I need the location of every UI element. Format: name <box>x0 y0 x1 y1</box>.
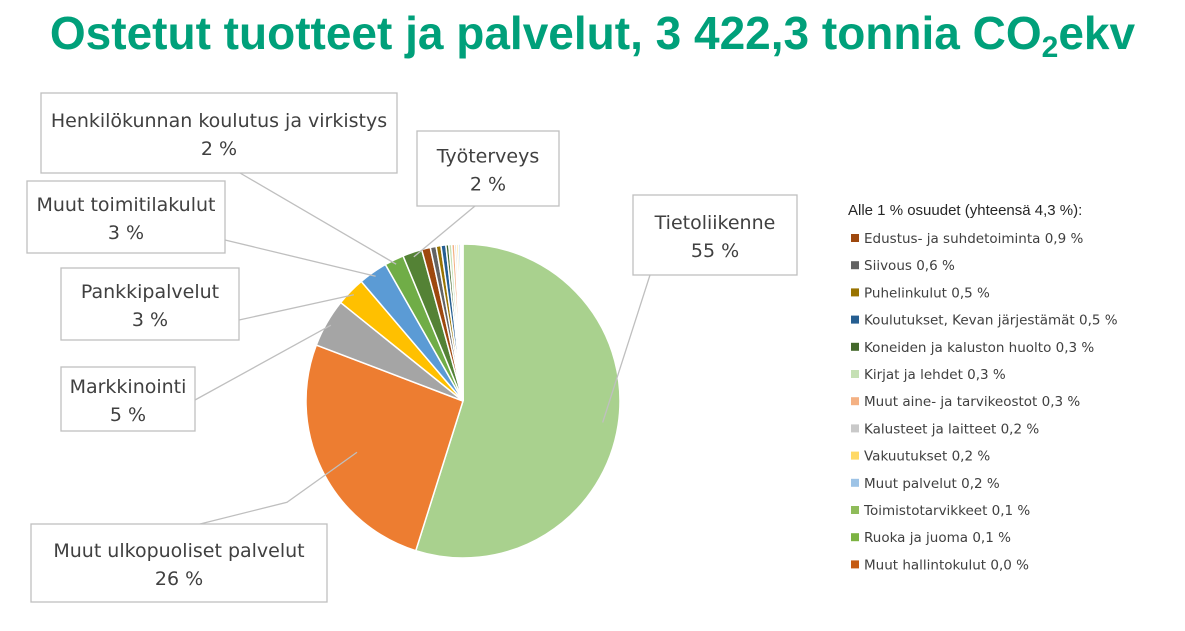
legend-swatch-koneiden-ja-kaluston-huolto-0-3 <box>851 342 859 351</box>
callout-value-tyoterveys: 2 % <box>470 174 506 196</box>
callout-label-tyoterveys: Työterveys <box>436 146 540 168</box>
callout-value-muut-toimitilakulut: 3 % <box>108 222 144 244</box>
leader-line-tietoliikenne <box>602 274 651 423</box>
leader-line-tyoterveys <box>413 205 476 258</box>
callout-box-tietoliikenne <box>632 194 798 276</box>
legend-item-muut-hallintokulut-0-0: Muut hallintokulut 0,0 % <box>864 557 1029 573</box>
legend-item-muut-aine-ja-tarvikeostot-0-3: Muut aine- ja tarvikeostot 0,3 % <box>864 394 1080 410</box>
callout-value-tietoliikenne: 55 % <box>691 240 739 262</box>
pie-slice-tietoliikenne <box>414 243 621 559</box>
callout-box-henkilokunnan-koulutus-ja-virkistys <box>40 92 398 174</box>
legend: Alle 1 % osuudet (yhteensä 4,3 %): Edust… <box>848 202 1118 573</box>
legend-swatch-toimistotarvikkeet-0-1 <box>851 506 859 514</box>
legend-item-ruoka-ja-juoma-0-1: Ruoka ja juoma 0,1 % <box>864 530 1011 546</box>
callout-value-henkilokunnan-koulutus-ja-virkistys: 2 % <box>201 138 237 160</box>
callout-box-muut-toimitilakulut <box>26 180 226 254</box>
legend-swatch-puhelinkulut-0-5 <box>851 288 859 297</box>
legend-swatch-muut-hallintokulut-0-0 <box>851 560 859 569</box>
legend-title: Alle 1 % osuudet (yhteensä 4,3 %): <box>848 202 1082 219</box>
legend-item-vakuutukset-0-2: Vakuutukset 0,2 % <box>864 449 990 465</box>
callout-box-tyoterveys <box>416 130 560 207</box>
legend-swatch-ruoka-ja-juoma-0-1 <box>851 533 859 542</box>
callout-box-markkinointi <box>60 366 196 432</box>
callout-value-markkinointi: 5 % <box>110 404 146 426</box>
legend-swatch-vakuutukset-0-2 <box>851 451 859 460</box>
callout-value-pankkipalvelut: 3 % <box>132 309 168 331</box>
legend-swatch-kalusteet-ja-laitteet-0-2 <box>851 424 859 433</box>
callout-box-muut-ulkopuoliset-palvelut <box>30 523 328 603</box>
page-title: Ostetut tuotteet ja palvelut, 3 422,3 to… <box>49 7 1136 64</box>
leader-line-muut-ulkopuoliset-palvelut <box>199 451 358 525</box>
legend-item-kalusteet-ja-laitteet-0-2: Kalusteet ja laitteet 0,2 % <box>864 421 1039 437</box>
callout-label-muut-toimitilakulut: Muut toimitilakulut <box>37 194 216 216</box>
pie-slices <box>305 243 621 559</box>
legend-swatch-kirjat-ja-lehdet-0-3 <box>851 370 859 378</box>
callout-label-markkinointi: Markkinointi <box>70 376 187 398</box>
pie-slice-muut-ulkopuoliset-palvelut <box>305 344 464 552</box>
legend-swatch-edustus-ja-suhdetoiminta-0-9 <box>851 234 859 242</box>
legend-item-puhelinkulut-0-5: Puhelinkulut 0,5 % <box>864 285 990 301</box>
leader-line-pankkipalvelut <box>238 294 354 321</box>
legend-swatch-koulutukset-kevan-jarjestamat-0-5 <box>851 315 859 324</box>
leader-line-markkinointi <box>194 324 332 401</box>
callout-value-muut-ulkopuoliset-palvelut: 26 % <box>155 568 203 590</box>
legend-swatch-muut-aine-ja-tarvikeostot-0-3 <box>851 397 859 406</box>
legend-item-edustus-ja-suhdetoiminta-0-9: Edustus- ja suhdetoiminta 0,9 % <box>864 231 1083 247</box>
leader-line-henkilokunnan-koulutus-ja-virkistys <box>239 172 397 265</box>
legend-item-koulutukset-kevan-jarjestamat-0-5: Koulutukset, Kevan järjestämät 0,5 % <box>864 313 1118 329</box>
callout-box-pankkipalvelut <box>60 267 240 341</box>
callout-labels: Tietoliikenne 55 % Muut ulkopuoliset palve… <box>26 92 798 603</box>
callout-label-henkilokunnan-koulutus-ja-virkistys: Henkilökunnan koulutus ja virkistys <box>51 110 387 132</box>
callout-label-pankkipalvelut: Pankkipalvelut <box>81 281 219 303</box>
legend-item-koneiden-ja-kaluston-huolto-0-3: Koneiden ja kaluston huolto 0,3 % <box>864 340 1094 356</box>
legend-item-muut-palvelut-0-2: Muut palvelut 0,2 % <box>864 476 1000 492</box>
callout-label-tietoliikenne: Tietoliikenne <box>654 212 776 234</box>
callout-label-muut-ulkopuoliset-palvelut: Muut ulkopuoliset palvelut <box>53 540 304 562</box>
legend-item-siivous-0-6: Siivous 0,6 % <box>864 258 955 274</box>
leader-line-muut-toimitilakulut <box>224 239 376 277</box>
legend-swatch-siivous-0-6 <box>851 261 859 270</box>
legend-item-kirjat-ja-lehdet-0-3: Kirjat ja lehdet 0,3 % <box>864 367 1006 383</box>
legend-swatch-muut-palvelut-0-2 <box>851 478 859 487</box>
legend-item-toimistotarvikkeet-0-1: Toimistotarvikkeet 0,1 % <box>863 503 1030 519</box>
